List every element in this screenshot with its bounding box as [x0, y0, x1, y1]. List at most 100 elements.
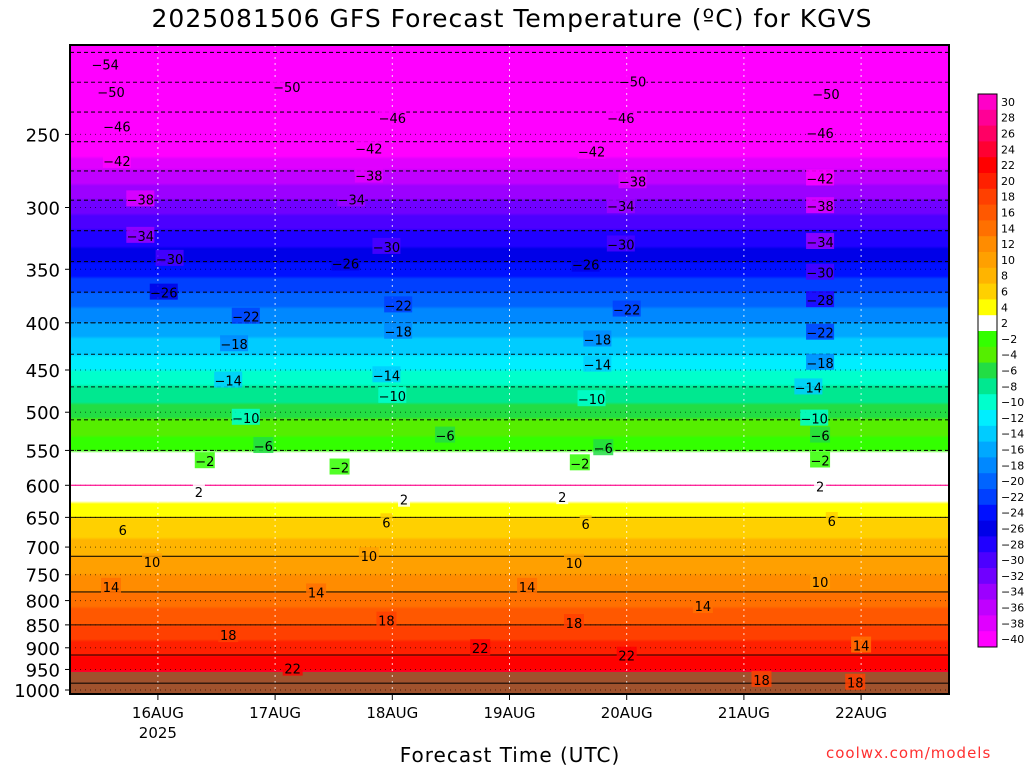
- contour-label: −50: [97, 86, 124, 101]
- colorbar-label: −8: [1001, 380, 1017, 393]
- contour-label: 2: [400, 494, 408, 509]
- contour-label-bg: [329, 458, 350, 475]
- contour-label: −22: [613, 304, 640, 319]
- contour-label-bg: [563, 613, 584, 630]
- contour-label-bg: [569, 454, 590, 471]
- contour-label-bg: [435, 426, 456, 443]
- contour-label-bg: [102, 117, 131, 134]
- contour-label: 18: [220, 629, 237, 644]
- colorbar-label: 24: [1001, 143, 1015, 156]
- colorbar-label: 16: [1001, 207, 1015, 220]
- contour-label: 6: [828, 515, 836, 530]
- contour-label: −18: [220, 338, 247, 353]
- colorbar-swatch: [978, 583, 997, 601]
- colorbar-swatch: [978, 473, 997, 490]
- y-axis: 2503003504004505005506006507007508008509…: [14, 125, 70, 702]
- contour-label-bg: [577, 142, 606, 159]
- colorbar-label: −2: [1001, 333, 1017, 346]
- y-tick-label: 550: [26, 441, 60, 462]
- contour-lines: [70, 51, 949, 684]
- colorbar-swatch: [978, 410, 997, 427]
- contour-label-bg: [583, 330, 612, 347]
- contour-label: 6: [382, 516, 390, 531]
- contour-label: −18: [806, 357, 833, 372]
- contour-label: 6: [582, 518, 590, 533]
- contour-label-bg: [806, 233, 835, 250]
- contour-label: −14: [373, 369, 400, 384]
- contour-label-bg: [358, 547, 379, 564]
- contour-label: 22: [284, 663, 301, 678]
- y-tick-label: 700: [26, 538, 60, 559]
- y-tick-label: 950: [26, 660, 60, 681]
- colorbar-swatch: [978, 267, 997, 285]
- contour-label-bg: [380, 513, 393, 530]
- contour-label-bg: [376, 611, 397, 628]
- contour-label: 18: [847, 677, 864, 692]
- colorbar-swatch: [978, 615, 997, 632]
- contour-label: −2: [810, 454, 829, 469]
- contour-label: −14: [795, 381, 822, 396]
- colorbar-swatch: [978, 457, 997, 474]
- contour-labels: −54−50 −50 −50−50−46−46 −46−46−42−42 −42−42−…: [91, 55, 872, 692]
- source-credit: coolwx.com/models: [826, 744, 992, 762]
- colorbar-label: −34: [1001, 586, 1024, 599]
- contour-label-bg: [149, 283, 178, 300]
- contour-label-bg: [142, 553, 163, 570]
- colorbar-swatch: [978, 425, 997, 443]
- contour-label: −42: [103, 155, 130, 170]
- contour-label-bg: [101, 577, 122, 594]
- colorbar-label: 20: [1001, 175, 1015, 188]
- contour-label-bg: [612, 300, 641, 317]
- contour-label: −26: [332, 258, 359, 273]
- contour-label-bg: [97, 83, 126, 100]
- contour-label: −26: [572, 259, 599, 274]
- colorbar-swatch: [978, 568, 997, 585]
- contour-label-bg: [810, 451, 831, 468]
- colorbar-swatch: [978, 378, 997, 395]
- contour-label: 14: [308, 586, 325, 601]
- colorbar-swatch: [978, 315, 997, 332]
- contour-label: −34: [338, 193, 365, 208]
- colorbar-label: 22: [1001, 159, 1015, 172]
- contour-label: −14: [584, 359, 611, 374]
- contour-label: −34: [127, 230, 154, 245]
- x-tick-label: 19AUG: [484, 704, 536, 722]
- colorbar-label: −32: [1001, 570, 1024, 583]
- contour-label-bg: [253, 437, 274, 454]
- colorbar-label: 14: [1001, 222, 1015, 235]
- colorbar-swatch: [978, 299, 997, 316]
- colorbar: 30 28 26 24 22 20 18 16 14 12 10 8 6 4 2 −2 −4 −6 −8 −10 −12…: [977, 93, 1024, 648]
- contour-label-bg: [116, 521, 129, 538]
- contour-label-bg: [692, 597, 713, 614]
- colorbar-swatch: [978, 188, 997, 206]
- contour-label: −10: [578, 393, 605, 408]
- contour-label-bg: [354, 139, 383, 156]
- contour-label-bg: [214, 371, 243, 388]
- contour-label: −38: [355, 170, 382, 185]
- contour-label: −46: [607, 112, 634, 127]
- contour-label: −38: [806, 200, 833, 215]
- contour-label-bg: [571, 255, 600, 272]
- contour-label: −34: [607, 200, 634, 215]
- colorbar-swatch: [978, 125, 997, 142]
- colorbar-label: 6: [1001, 286, 1008, 299]
- contour-label-bg: [806, 123, 835, 140]
- chart-title: 2025081506 GFS Forecast Temperature (ºC)…: [151, 4, 873, 33]
- contour-label-bg: [563, 553, 584, 570]
- contour-label: −22: [384, 299, 411, 314]
- colorbar-swatch: [978, 141, 997, 158]
- y-tick-label: 350: [26, 260, 60, 281]
- contour-label: 10: [812, 576, 829, 591]
- colorbar-swatch: [978, 520, 997, 537]
- contour-label-bg: [126, 190, 155, 207]
- contour-label: 14: [519, 581, 536, 596]
- contour-label: 22: [618, 650, 635, 665]
- contour-label: −10: [379, 390, 406, 405]
- contour-label: 2: [195, 486, 203, 501]
- contour-label: −50: [619, 75, 646, 90]
- contour-label: 18: [566, 617, 583, 632]
- colorbar-label: 28: [1001, 112, 1015, 125]
- colorbar-label: −28: [1001, 538, 1024, 551]
- contour-label-bg: [825, 512, 838, 529]
- contour-label-bg: [814, 477, 827, 494]
